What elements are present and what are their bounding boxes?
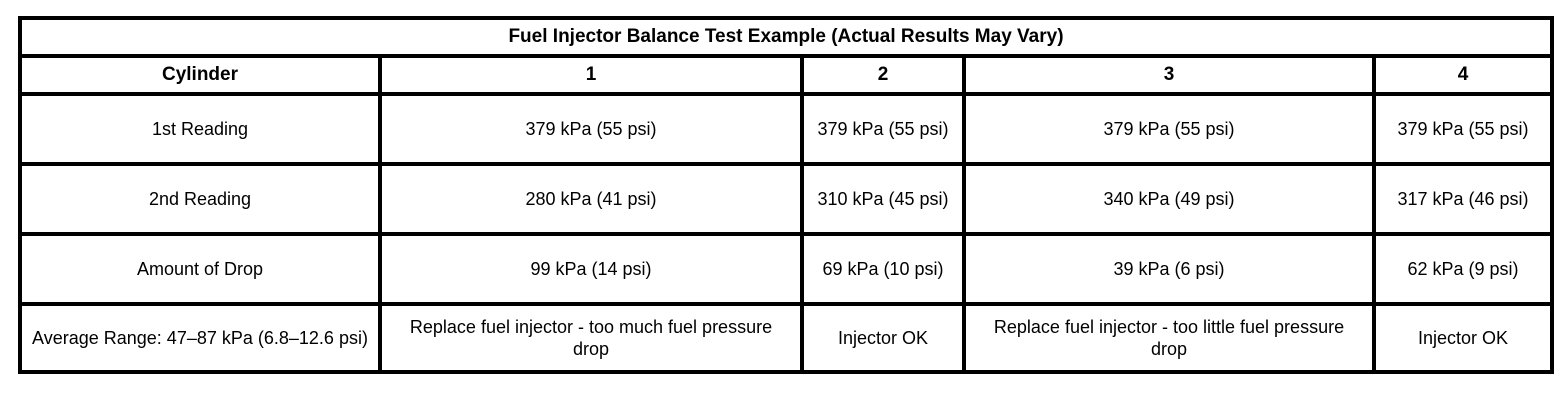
column-header-4: 4	[1372, 54, 1554, 96]
column-header-cylinder: Cylinder	[18, 54, 382, 96]
table-row-amount-of-drop: Amount of Drop 99 kPa (14 psi) 69 kPa (1…	[18, 232, 1554, 306]
cell-second-reading-cyl3: 340 kPa (49 psi)	[962, 162, 1376, 236]
cell-second-reading-cyl2: 310 kPa (45 psi)	[800, 162, 966, 236]
column-header-2: 2	[800, 54, 966, 96]
table-title-row: Fuel Injector Balance Test Example (Actu…	[18, 16, 1554, 58]
cell-first-reading-cyl4: 379 kPa (55 psi)	[1372, 92, 1554, 166]
cell-result-cyl2: Injector OK	[800, 302, 966, 374]
row-label-second-reading: 2nd Reading	[18, 162, 382, 236]
cell-first-reading-cyl3: 379 kPa (55 psi)	[962, 92, 1376, 166]
table-row-average-range: Average Range: 47–87 kPa (6.8–12.6 psi) …	[18, 302, 1554, 374]
cell-drop-cyl2: 69 kPa (10 psi)	[800, 232, 966, 306]
table-header-row: Cylinder 1 2 3 4	[18, 54, 1554, 96]
table-title: Fuel Injector Balance Test Example (Actu…	[18, 16, 1554, 58]
table-row-first-reading: 1st Reading 379 kPa (55 psi) 379 kPa (55…	[18, 92, 1554, 166]
column-header-3: 3	[962, 54, 1376, 96]
fuel-injector-balance-table: Fuel Injector Balance Test Example (Actu…	[18, 16, 1554, 374]
table-row-second-reading: 2nd Reading 280 kPa (41 psi) 310 kPa (45…	[18, 162, 1554, 236]
cell-result-cyl3: Replace fuel injector - too little fuel …	[962, 302, 1376, 374]
cell-result-cyl1: Replace fuel injector - too much fuel pr…	[378, 302, 804, 374]
cell-first-reading-cyl2: 379 kPa (55 psi)	[800, 92, 966, 166]
row-label-average-range: Average Range: 47–87 kPa (6.8–12.6 psi)	[18, 302, 382, 374]
row-label-first-reading: 1st Reading	[18, 92, 382, 166]
cell-drop-cyl1: 99 kPa (14 psi)	[378, 232, 804, 306]
row-label-amount-of-drop: Amount of Drop	[18, 232, 382, 306]
cell-first-reading-cyl1: 379 kPa (55 psi)	[378, 92, 804, 166]
cell-drop-cyl4: 62 kPa (9 psi)	[1372, 232, 1554, 306]
cell-drop-cyl3: 39 kPa (6 psi)	[962, 232, 1376, 306]
column-header-1: 1	[378, 54, 804, 96]
cell-second-reading-cyl4: 317 kPa (46 psi)	[1372, 162, 1554, 236]
cell-second-reading-cyl1: 280 kPa (41 psi)	[378, 162, 804, 236]
cell-result-cyl4: Injector OK	[1372, 302, 1554, 374]
